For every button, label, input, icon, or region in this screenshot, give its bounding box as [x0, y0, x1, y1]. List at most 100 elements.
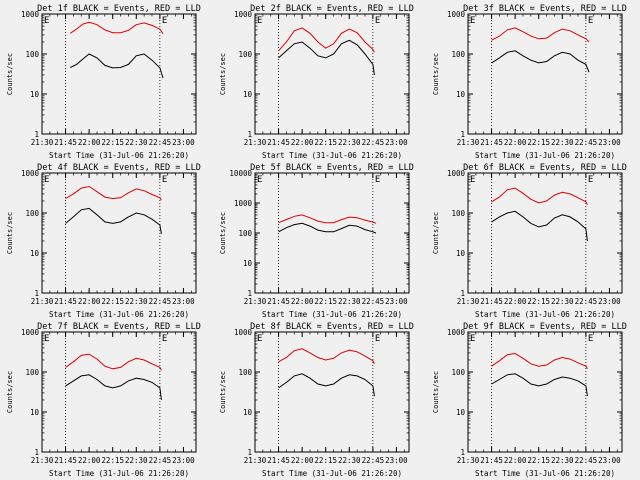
x-tick-label: 22:15 [101, 297, 124, 306]
corner-label: E [257, 175, 262, 185]
y-tick-label: 10 [243, 90, 253, 99]
y-tick-label: 100 [25, 368, 39, 377]
corner-label: E [470, 16, 475, 26]
y-tick-label: 10 [456, 249, 466, 258]
y-tick-label: 1 [460, 448, 465, 457]
x-tick-label: 22:30 [551, 138, 574, 147]
detector-panel-5: Det 5f BLACK = Events, RED = LLD Counts/s… [219, 163, 414, 319]
series-events [278, 39, 375, 75]
x-axis-label: Start Time (31-Jul-06 21:26:20) [475, 151, 615, 160]
x-tick-label: 21:45 [267, 456, 290, 465]
x-tick-label: 22:45 [575, 297, 598, 306]
corner-label: E [257, 16, 262, 26]
x-tick-label: 22:30 [338, 297, 361, 306]
x-tick-label: 21:45 [480, 138, 503, 147]
x-tick-label: 21:45 [54, 297, 77, 306]
x-tick-label: 22:00 [291, 456, 314, 465]
y-tick-label: 1000 [21, 10, 40, 19]
y-tick-label: 1000 [447, 169, 466, 178]
marker-label: E [375, 334, 380, 344]
x-tick-label: 23:00 [598, 456, 621, 465]
x-tick-label: 22:45 [575, 456, 598, 465]
y-tick-label: 100 [451, 368, 465, 377]
x-tick-label: 23:00 [385, 297, 408, 306]
series-events [65, 374, 162, 401]
plot-frame [41, 13, 197, 135]
x-tick-label: 22:00 [291, 138, 314, 147]
x-tick-label: 22:00 [78, 456, 101, 465]
y-tick-label: 100 [238, 368, 252, 377]
x-tick-label: 21:45 [267, 297, 290, 306]
panel-title: Det 2f BLACK = Events, RED = LLD [250, 4, 414, 14]
detector-panel-9: Det 9f BLACK = Events, RED = LLD Counts/s… [432, 322, 627, 478]
x-tick-label: 21:45 [267, 138, 290, 147]
y-tick-label: 100 [25, 209, 39, 218]
plot-frame [254, 331, 410, 453]
x-tick-label: 22:45 [362, 138, 385, 147]
marker-label: E [588, 175, 593, 185]
y-axis-label: Counts/sec [219, 212, 227, 254]
y-axis-label: Counts/sec [6, 53, 14, 95]
series-events [491, 373, 588, 397]
x-tick-label: 22:15 [527, 138, 550, 147]
detector-panel-6: Det 6f BLACK = Events, RED = LLD Counts/s… [432, 163, 627, 319]
x-tick-label: 22:00 [504, 297, 527, 306]
x-tick-label: 22:15 [314, 138, 337, 147]
x-tick-label: 23:00 [598, 138, 621, 147]
y-axis-label: Counts/sec [6, 212, 14, 254]
panel-title: Det 7f BLACK = Events, RED = LLD [37, 322, 201, 332]
x-axis-label: Start Time (31-Jul-06 21:26:20) [262, 469, 402, 478]
series-lld [278, 348, 375, 365]
y-tick-label: 1000 [234, 199, 253, 208]
panel-title: Det 9f BLACK = Events, RED = LLD [463, 322, 627, 332]
x-tick-label: 22:00 [291, 297, 314, 306]
series-events [491, 50, 590, 73]
x-tick-label: 22:45 [362, 456, 385, 465]
plot-frame [41, 331, 197, 453]
x-axis-label: Start Time (31-Jul-06 21:26:20) [262, 151, 402, 160]
panel-title: Det 6f BLACK = Events, RED = LLD [463, 163, 627, 173]
series-lld [491, 352, 588, 370]
x-axis-label: Start Time (31-Jul-06 21:26:20) [49, 469, 189, 478]
y-tick-label: 1 [460, 289, 465, 298]
corner-label: E [470, 334, 475, 344]
series-events [491, 210, 588, 242]
x-axis-label: Start Time (31-Jul-06 21:26:20) [475, 469, 615, 478]
x-tick-label: 21:30 [31, 297, 54, 306]
x-tick-label: 22:30 [125, 297, 148, 306]
y-tick-label: 1 [34, 289, 39, 298]
x-tick-label: 22:45 [149, 297, 172, 306]
series-lld [70, 21, 164, 35]
x-tick-label: 22:15 [314, 297, 337, 306]
x-tick-label: 23:00 [385, 456, 408, 465]
x-tick-label: 22:30 [338, 138, 361, 147]
y-tick-label: 10000 [229, 169, 252, 178]
x-tick-label: 22:15 [527, 297, 550, 306]
y-tick-label: 1 [247, 130, 252, 139]
y-tick-label: 10 [30, 249, 40, 258]
y-tick-label: 1 [460, 130, 465, 139]
y-tick-label: 100 [25, 50, 39, 59]
marker-label: E [162, 334, 167, 344]
x-tick-label: 21:30 [457, 297, 480, 306]
x-tick-label: 22:45 [575, 138, 598, 147]
panel-title: Det 4f BLACK = Events, RED = LLD [37, 163, 201, 173]
x-tick-label: 23:00 [172, 456, 195, 465]
plot-frame [41, 172, 197, 294]
y-tick-label: 1 [247, 289, 252, 298]
x-tick-label: 23:00 [385, 138, 408, 147]
marker-label: E [375, 175, 380, 185]
x-tick-label: 22:00 [504, 456, 527, 465]
series-events [70, 53, 164, 79]
x-tick-label: 21:30 [457, 138, 480, 147]
y-tick-label: 1 [34, 448, 39, 457]
panel-title: Det 8f BLACK = Events, RED = LLD [250, 322, 414, 332]
x-tick-label: 22:00 [78, 297, 101, 306]
series-lld [278, 214, 377, 224]
y-tick-label: 1 [247, 448, 252, 457]
corner-label: E [44, 16, 49, 26]
y-tick-label: 10 [456, 408, 466, 417]
series-lld [65, 353, 162, 371]
